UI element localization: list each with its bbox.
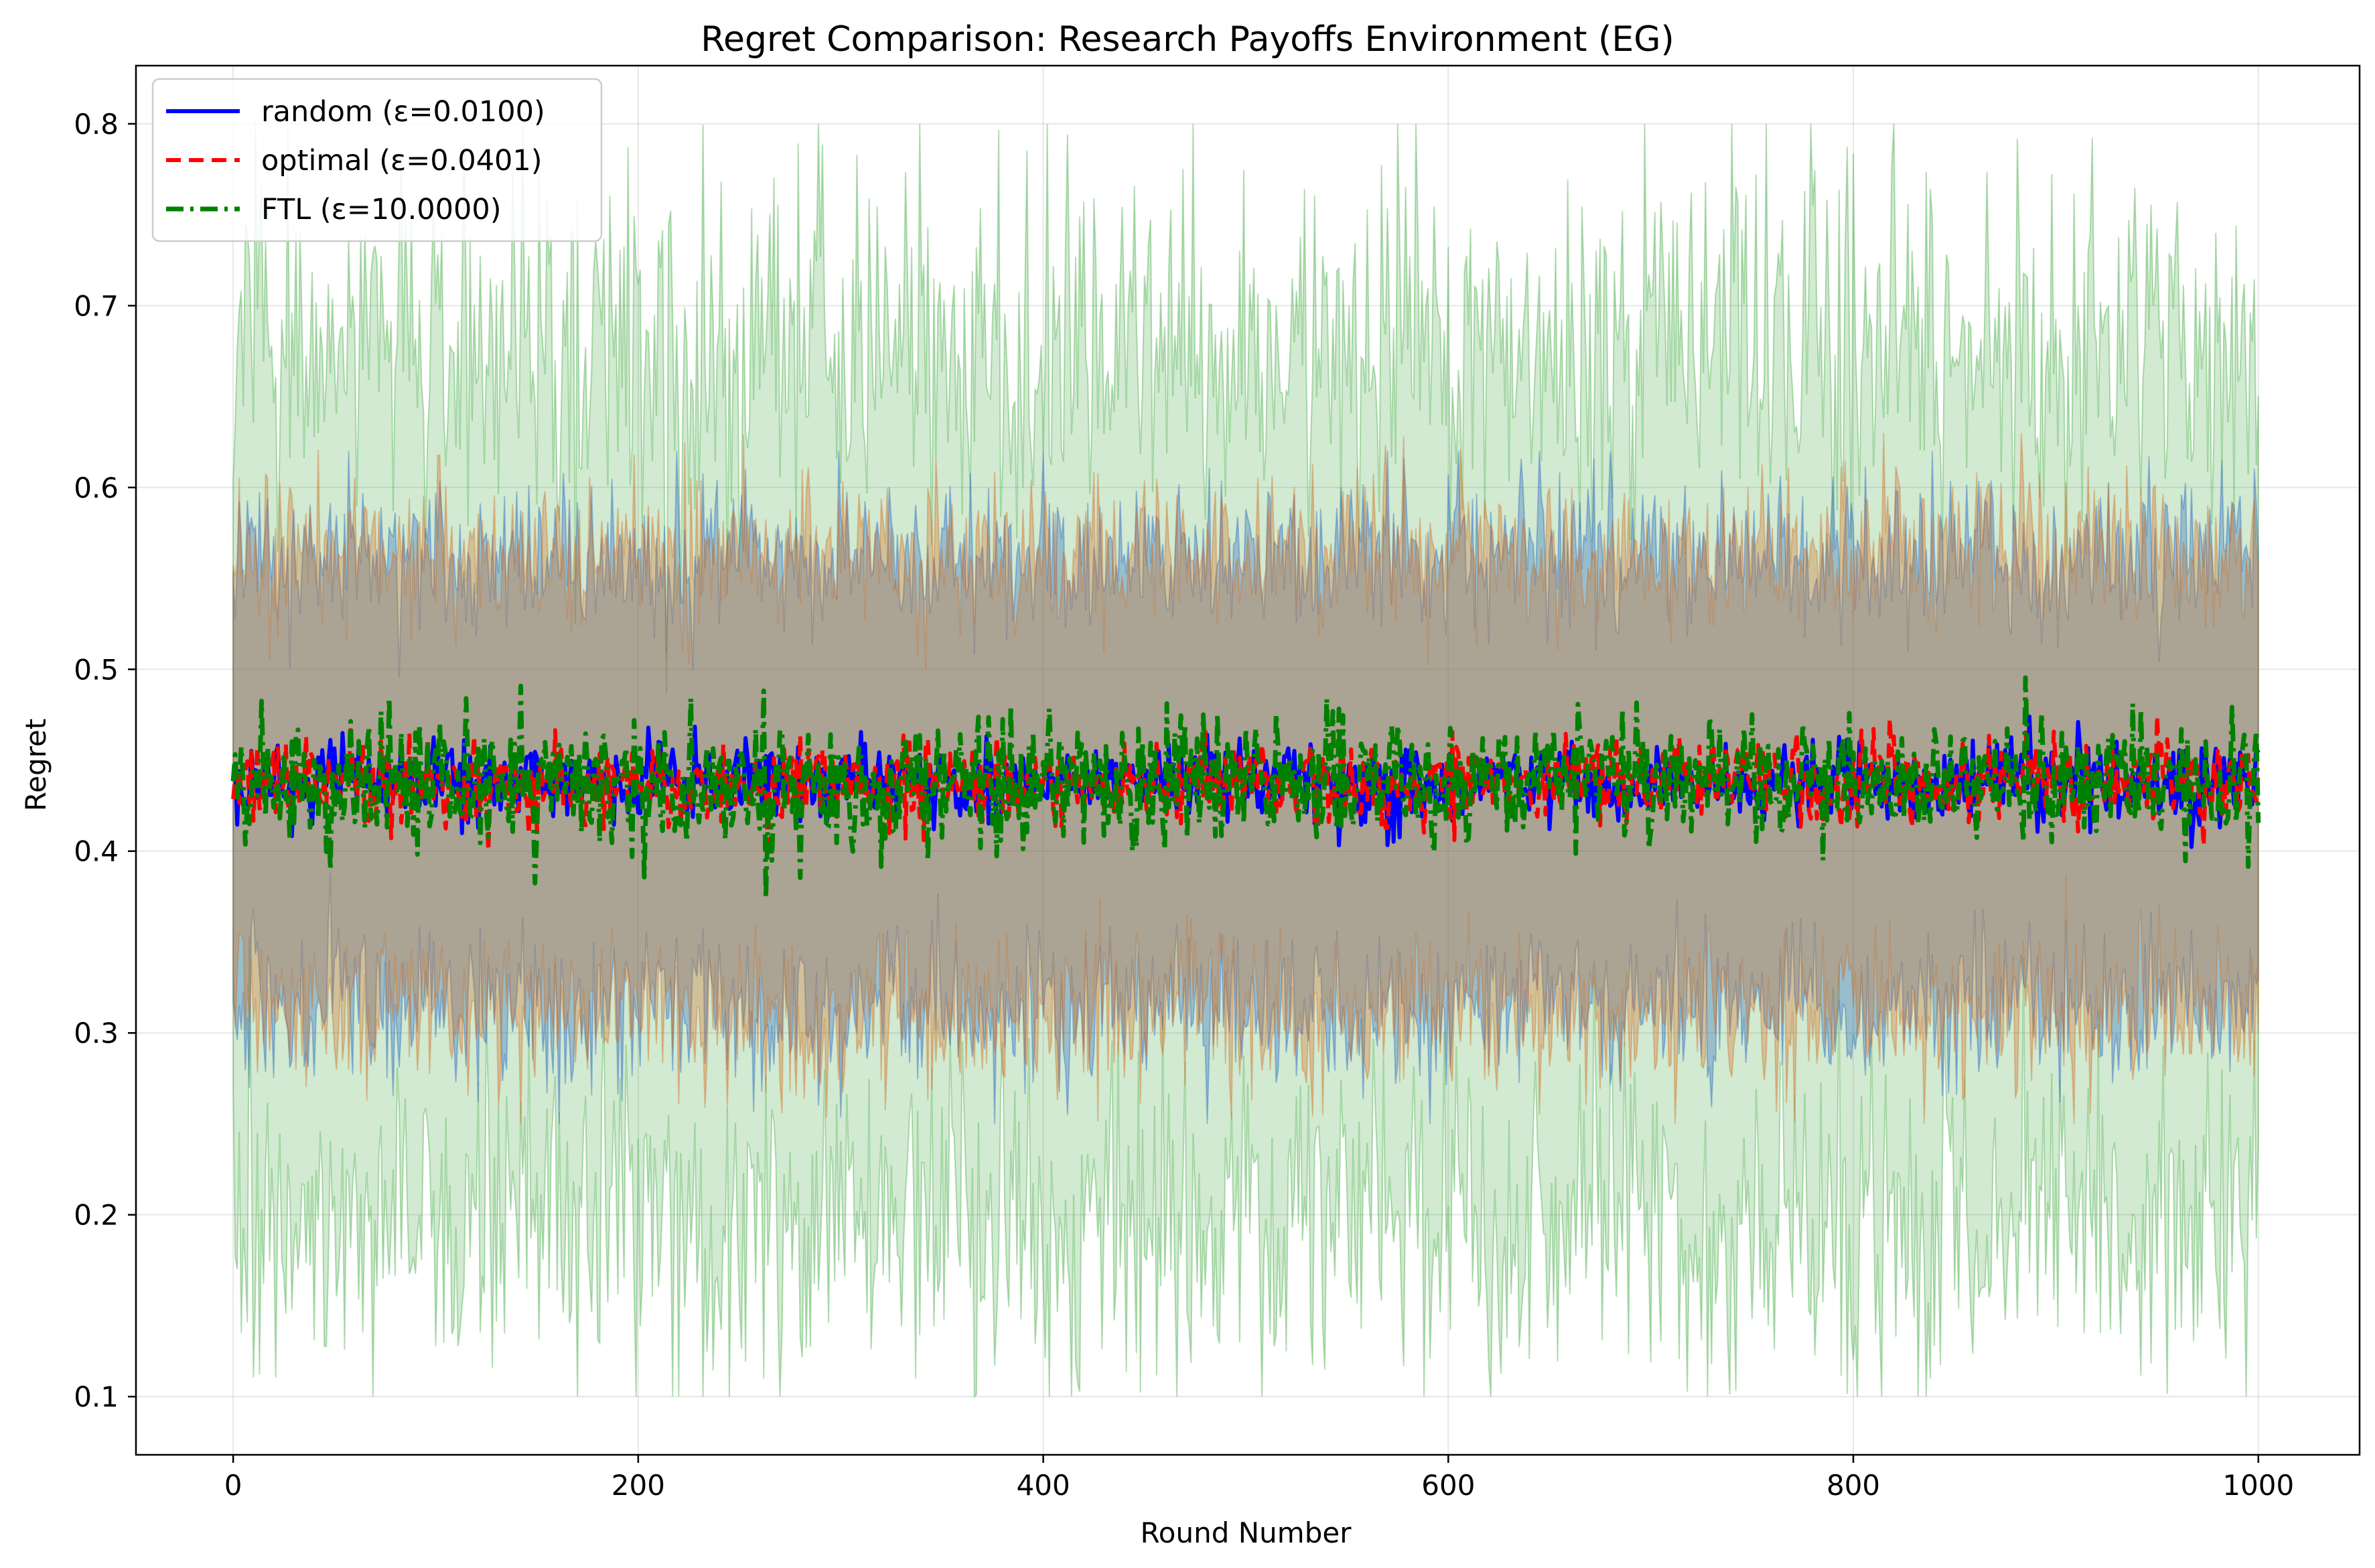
y-tick-label: 0.5 — [74, 653, 119, 686]
y-tick-label: 0.7 — [74, 289, 119, 322]
x-tick-label: 600 — [1421, 1469, 1475, 1502]
line-ftl — [230, 675, 2261, 901]
x-tick-label: 400 — [1017, 1469, 1070, 1502]
y-tick-label: 0.4 — [74, 835, 119, 868]
series-lines — [230, 675, 2261, 901]
plot-area-frame — [135, 64, 2361, 1456]
x-tick-label: 0 — [224, 1469, 242, 1502]
x-tick-label: 1000 — [2222, 1469, 2294, 1502]
legend-entry-ftl: FTL (ε=10.0000) — [261, 193, 502, 226]
x-axis-label: Round Number — [1141, 1516, 1352, 1549]
y-tick-label: 0.6 — [74, 472, 119, 504]
y-tick-label: 0.1 — [74, 1380, 119, 1413]
legend: random (ε=0.0100) optimal (ε=0.0401) FTL… — [151, 78, 603, 242]
y-axis-label: Regret — [19, 719, 52, 811]
legend-entry-random: random (ε=0.0100) — [261, 95, 545, 129]
y-tick-label: 0.8 — [74, 108, 119, 141]
x-axis-ticks: 0 200 400 600 800 1000 — [224, 1455, 2294, 1502]
x-tick-label: 200 — [611, 1469, 665, 1502]
legend-box — [151, 78, 603, 242]
y-tick-label: 0.2 — [74, 1199, 119, 1232]
x-tick-label: 800 — [1826, 1469, 1880, 1502]
chart-title: Regret Comparison: Research Payoffs Envi… — [701, 19, 1674, 60]
y-tick-label: 0.3 — [74, 1017, 119, 1050]
legend-entry-optimal: optimal (ε=0.0401) — [261, 144, 543, 177]
y-axis-ticks: 0.1 0.2 0.3 0.4 0.5 0.6 0.7 0.8 — [74, 108, 136, 1413]
